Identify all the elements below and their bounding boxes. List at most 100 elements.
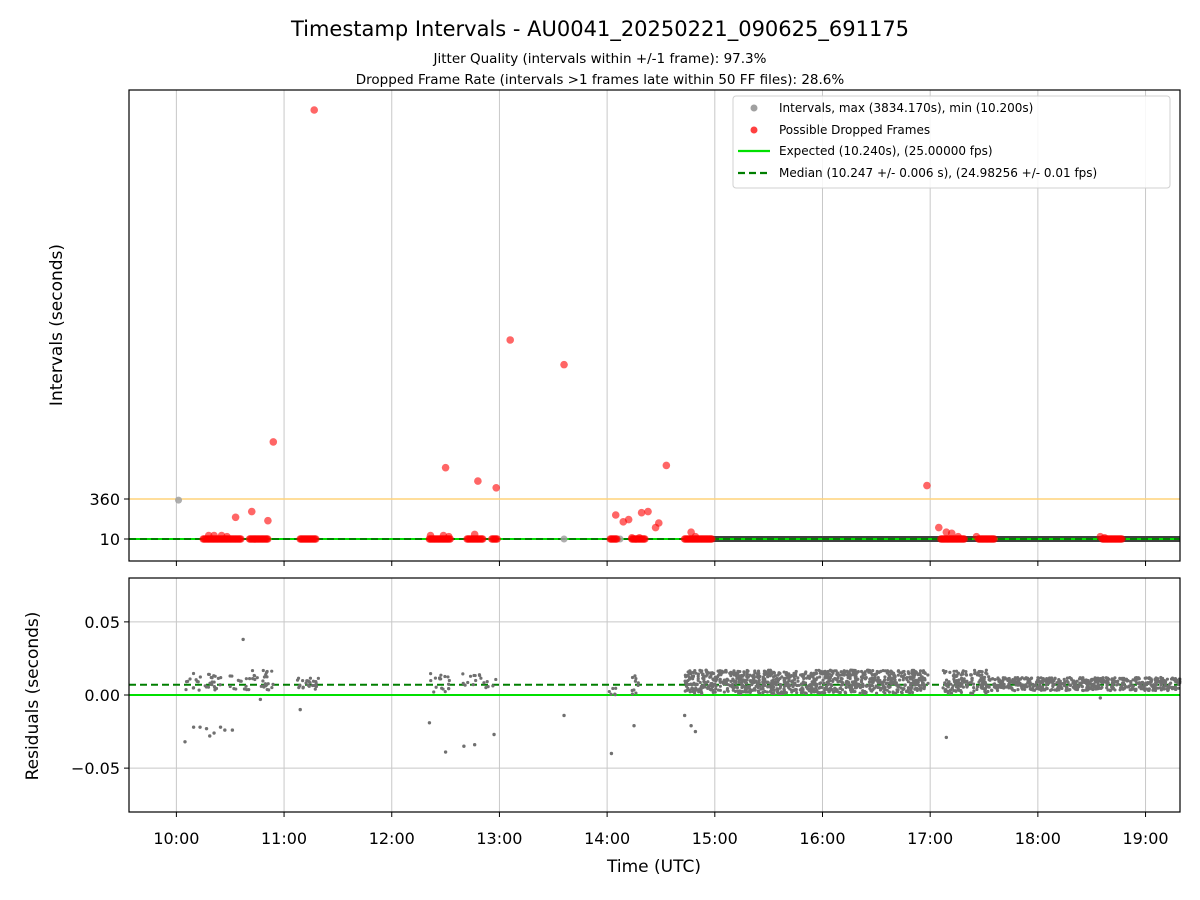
residual-cluster-8-point [1077,683,1081,688]
residual-cluster-6-point [908,683,913,687]
residual-cluster-7-point [951,684,955,688]
residual-cluster-7-point [975,685,980,689]
residual-cluster-7-point [946,685,950,689]
residual-cluster-6-point [908,675,912,679]
residual-cluster-8-point [1000,679,1004,684]
residual-point-5 [212,731,216,735]
intervals-x-ticks [175,561,1147,566]
residual-cluster-8-point [1096,676,1100,680]
residual-cluster-6-point [835,671,840,675]
residual-cluster-8-point [1004,685,1008,689]
residual-cluster-6-point [792,671,796,675]
dropped-point-3 [560,360,568,369]
residual-cluster-8-point [1000,683,1005,688]
dropped-point-1 [269,438,278,446]
residual-cluster-6-point [899,674,904,678]
residual-cluster-0-point [210,682,214,687]
residual-cluster-7-point [983,680,987,685]
dropped-cluster-11-point [1118,535,1126,543]
residual-cluster-8-point [1105,686,1109,690]
residual-cluster-6-point [767,673,771,677]
residual-cluster-6-point [737,674,741,678]
residual-cluster-6-point [754,679,758,683]
residual-cluster-8-point [1149,677,1153,681]
residual-cluster-0-point [228,674,232,678]
dropped-point-12 [611,511,620,519]
residual-cluster-8-point [1105,681,1109,685]
residual-cluster-6-point [845,673,849,677]
residual-cluster-6-point [906,686,911,690]
residual-cluster-6-point [828,668,832,672]
residual-cluster-6-point [749,679,753,683]
dropped-point-5 [474,477,482,485]
residual-cluster-6-point [827,672,832,676]
residual-cluster-6-point [732,678,736,683]
residual-cluster-6-point [792,688,796,692]
residual-cluster-6-point [867,680,872,684]
residual-cluster-8-point [1129,681,1133,685]
residual-cluster-8-point [1110,677,1114,681]
residual-cluster-4-point [609,692,613,696]
residual-cluster-6-point [803,691,808,695]
residual-cluster-3-point [479,676,483,680]
residual-cluster-8-point [1065,679,1069,683]
residual-cluster-0-point [262,675,267,679]
residual-cluster-6-point [828,675,833,680]
residual-cluster-7-point [956,679,960,683]
x-tick-label-11:00: 11:00 [261,829,307,848]
dropped-point-18 [655,519,663,527]
residuals-ytick-label-1: 0.00 [84,686,120,705]
residual-cluster-8-point [1156,677,1160,681]
residual-cluster-6-point [686,670,690,674]
residual-cluster-6-point [740,684,744,689]
residual-cluster-6-point [793,677,797,681]
residual-cluster-6-point [814,671,819,675]
residual-cluster-2-point [429,678,433,683]
residual-cluster-0-point [191,686,195,690]
residual-cluster-6-point [918,671,922,675]
residual-cluster-0-point [255,676,259,680]
residual-cluster-6-point [766,685,770,689]
residual-cluster-6-point [687,677,692,681]
dropped-point-30 [691,532,700,541]
residual-cluster-8-point [1131,678,1135,682]
residual-point-13 [443,750,448,754]
residual-cluster-6-point [893,678,897,682]
residual-cluster-0-point [213,685,217,690]
residual-cluster-6-point [904,676,908,680]
residual-cluster-6-point [737,680,741,684]
residual-cluster-8-point [1165,677,1169,681]
residuals-panel: −0.050.000.05 10:00 11:00 12:00 13:00 14:00 1… [23,577,1182,848]
residual-cluster-6-point [725,677,729,681]
residual-cluster-8-point [1058,679,1062,683]
residual-cluster-8-point [1003,676,1007,680]
residual-cluster-8-point [1161,685,1165,689]
residual-cluster-6-point [901,687,905,692]
residual-cluster-6-point [796,679,800,683]
residual-cluster-6-point [692,682,697,686]
residual-cluster-6-point [895,690,900,694]
residual-cluster-0-point [218,683,222,687]
residual-cluster-0-point [207,672,211,677]
residual-cluster-6-point [726,689,730,693]
residual-cluster-6-point [710,682,714,686]
residual-cluster-8-point [1069,677,1073,681]
residual-cluster-6-point [846,680,850,684]
residual-cluster-8-point [1021,683,1026,687]
residual-cluster-8-point [1166,688,1170,692]
dropped-point-33 [947,529,956,538]
residual-cluster-0-point [188,677,192,681]
residual-cluster-6-point [864,684,869,688]
residual-cluster-6-point [706,686,710,690]
residual-cluster-6-point [701,676,705,680]
dropped-point-11 [264,516,272,525]
residual-cluster-7-point [948,670,952,674]
residual-cluster-6-point [745,672,749,676]
residual-cluster-8-point [1116,682,1120,686]
dropped-point-28 [635,534,644,542]
dropped-point-16 [644,507,652,516]
residual-cluster-6-point [873,678,877,682]
residual-cluster-3-point [472,673,476,678]
residual-cluster-7-point [970,678,974,682]
residual-cluster-1-point [301,679,305,683]
